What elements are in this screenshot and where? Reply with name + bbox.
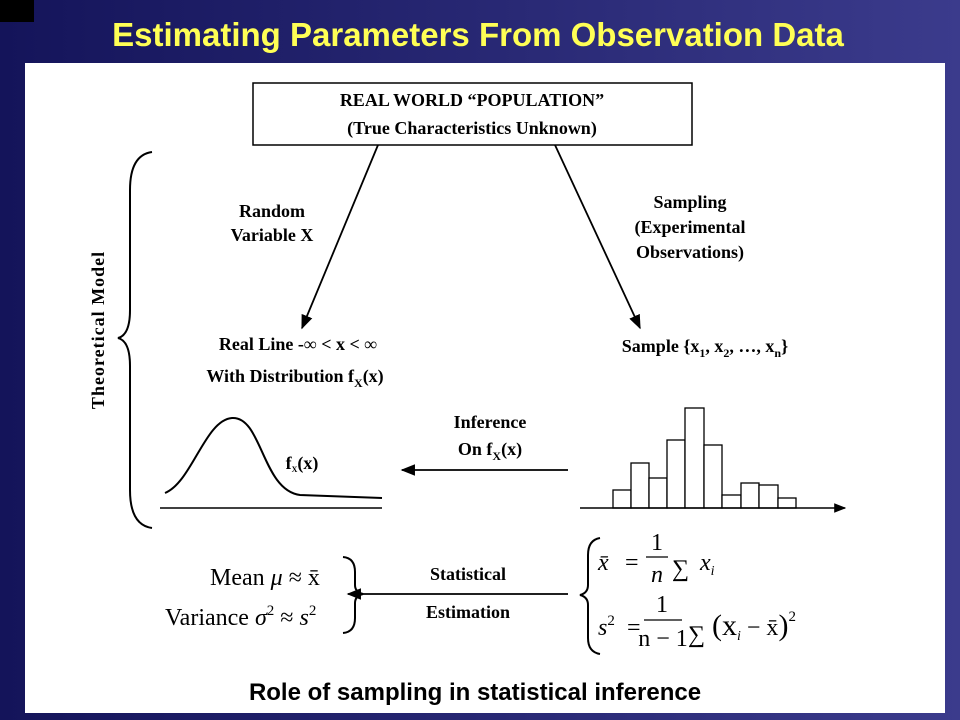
symbol: xi: [699, 550, 715, 579]
label: Sample {x1, x2, …, xn}: [622, 336, 788, 360]
histogram-bar: [777, 497, 797, 509]
label: (Experimental: [635, 217, 746, 238]
symbol: =: [625, 550, 639, 576]
subscript: i: [711, 564, 715, 579]
symbol: ∑: [688, 622, 705, 648]
symbol: ∑: [672, 556, 689, 582]
panel: [25, 63, 945, 713]
population-title: REAL WORLD “POPULATION”: [340, 90, 604, 110]
text: Mean: [210, 565, 265, 591]
text: (x): [501, 439, 522, 460]
title: Estimating Parameters From Observation D…: [112, 16, 844, 53]
label: On fX(x): [458, 439, 522, 463]
superscript: 2: [267, 603, 275, 619]
text: }: [781, 336, 788, 356]
text: Sample {x: [622, 336, 700, 356]
symbol: x̄: [597, 550, 609, 576]
text: ): [778, 609, 788, 642]
text: Variance: [165, 605, 249, 631]
mean-formula: x̄ = 1 n ∑ xi: [597, 530, 715, 588]
subscript: X: [292, 465, 298, 474]
histogram-bar: [666, 439, 686, 509]
label: Random: [239, 201, 305, 221]
symbol: μ: [270, 565, 283, 591]
symbol: σ: [255, 605, 268, 631]
mean-estimate: Mean μ ≈ x̄: [210, 565, 320, 591]
arrow: [554, 144, 641, 330]
symbol: =: [627, 615, 641, 641]
superscript: 2: [788, 609, 796, 625]
text: , x: [705, 336, 723, 356]
denominator: n: [651, 562, 663, 588]
histogram-bar: [758, 484, 779, 509]
histogram-bar: [612, 489, 632, 509]
text: f: [286, 453, 293, 473]
variance-estimate: Variance σ2 ≈ s2: [165, 595, 316, 631]
arrow: [301, 144, 379, 330]
histogram-bar: [740, 482, 760, 509]
histogram-bar: [721, 494, 742, 509]
symbol: ≈: [289, 565, 302, 591]
text: (x): [297, 453, 318, 474]
text: − x̄: [741, 615, 779, 641]
side-label: Theoretical Model: [88, 251, 108, 409]
subscript: i: [737, 629, 741, 644]
brace: [579, 537, 601, 655]
population-box: [252, 82, 693, 146]
numerator: 1: [656, 592, 668, 618]
text: x: [699, 550, 711, 576]
subscript: n: [774, 346, 781, 360]
histogram-bar: [648, 477, 668, 509]
text: (x: [712, 609, 737, 642]
symbol: ≈: [280, 605, 293, 631]
numerator: 1: [651, 530, 663, 556]
histogram-bar: [684, 407, 705, 509]
superscript: 2: [309, 603, 317, 619]
label: Estimation: [426, 602, 510, 622]
variance-formula: s2 = 1 n − 1 ∑ (xi − x̄)2: [598, 592, 796, 652]
curve-label: fX(x): [286, 453, 319, 474]
caption: Role of sampling in statistical inferenc…: [249, 679, 701, 706]
denominator: n − 1: [638, 626, 688, 652]
text: , …, x: [729, 336, 774, 356]
density-curve: [164, 416, 383, 499]
label: Sampling: [653, 192, 726, 212]
text: (x): [363, 366, 384, 387]
subscript: X: [492, 449, 501, 463]
label: Real Line -∞ < x < ∞: [219, 334, 377, 354]
subscript: 2: [723, 346, 729, 360]
label: Statistical: [430, 564, 506, 584]
symbol: s: [299, 605, 308, 631]
label: Inference: [454, 412, 527, 432]
histogram: [612, 407, 797, 509]
label: Observations): [636, 242, 744, 263]
histogram-bar: [703, 444, 723, 509]
symbol: x̄: [308, 565, 320, 591]
text: On f: [458, 439, 494, 459]
brace: [117, 151, 153, 529]
text: With Distribution f: [206, 366, 355, 386]
subscript: X: [354, 376, 363, 390]
population-subtitle: (True Characteristics Unknown): [347, 118, 597, 139]
symbol: (xi − x̄)2: [712, 609, 796, 644]
label: With Distribution fX(x): [206, 366, 383, 390]
histogram-bar: [630, 462, 650, 509]
symbol: s2: [598, 613, 615, 641]
corner: [0, 0, 34, 22]
subscript: 1: [699, 346, 705, 360]
superscript: 2: [607, 613, 615, 629]
label: Variable X: [231, 225, 314, 245]
text: s: [598, 615, 607, 641]
